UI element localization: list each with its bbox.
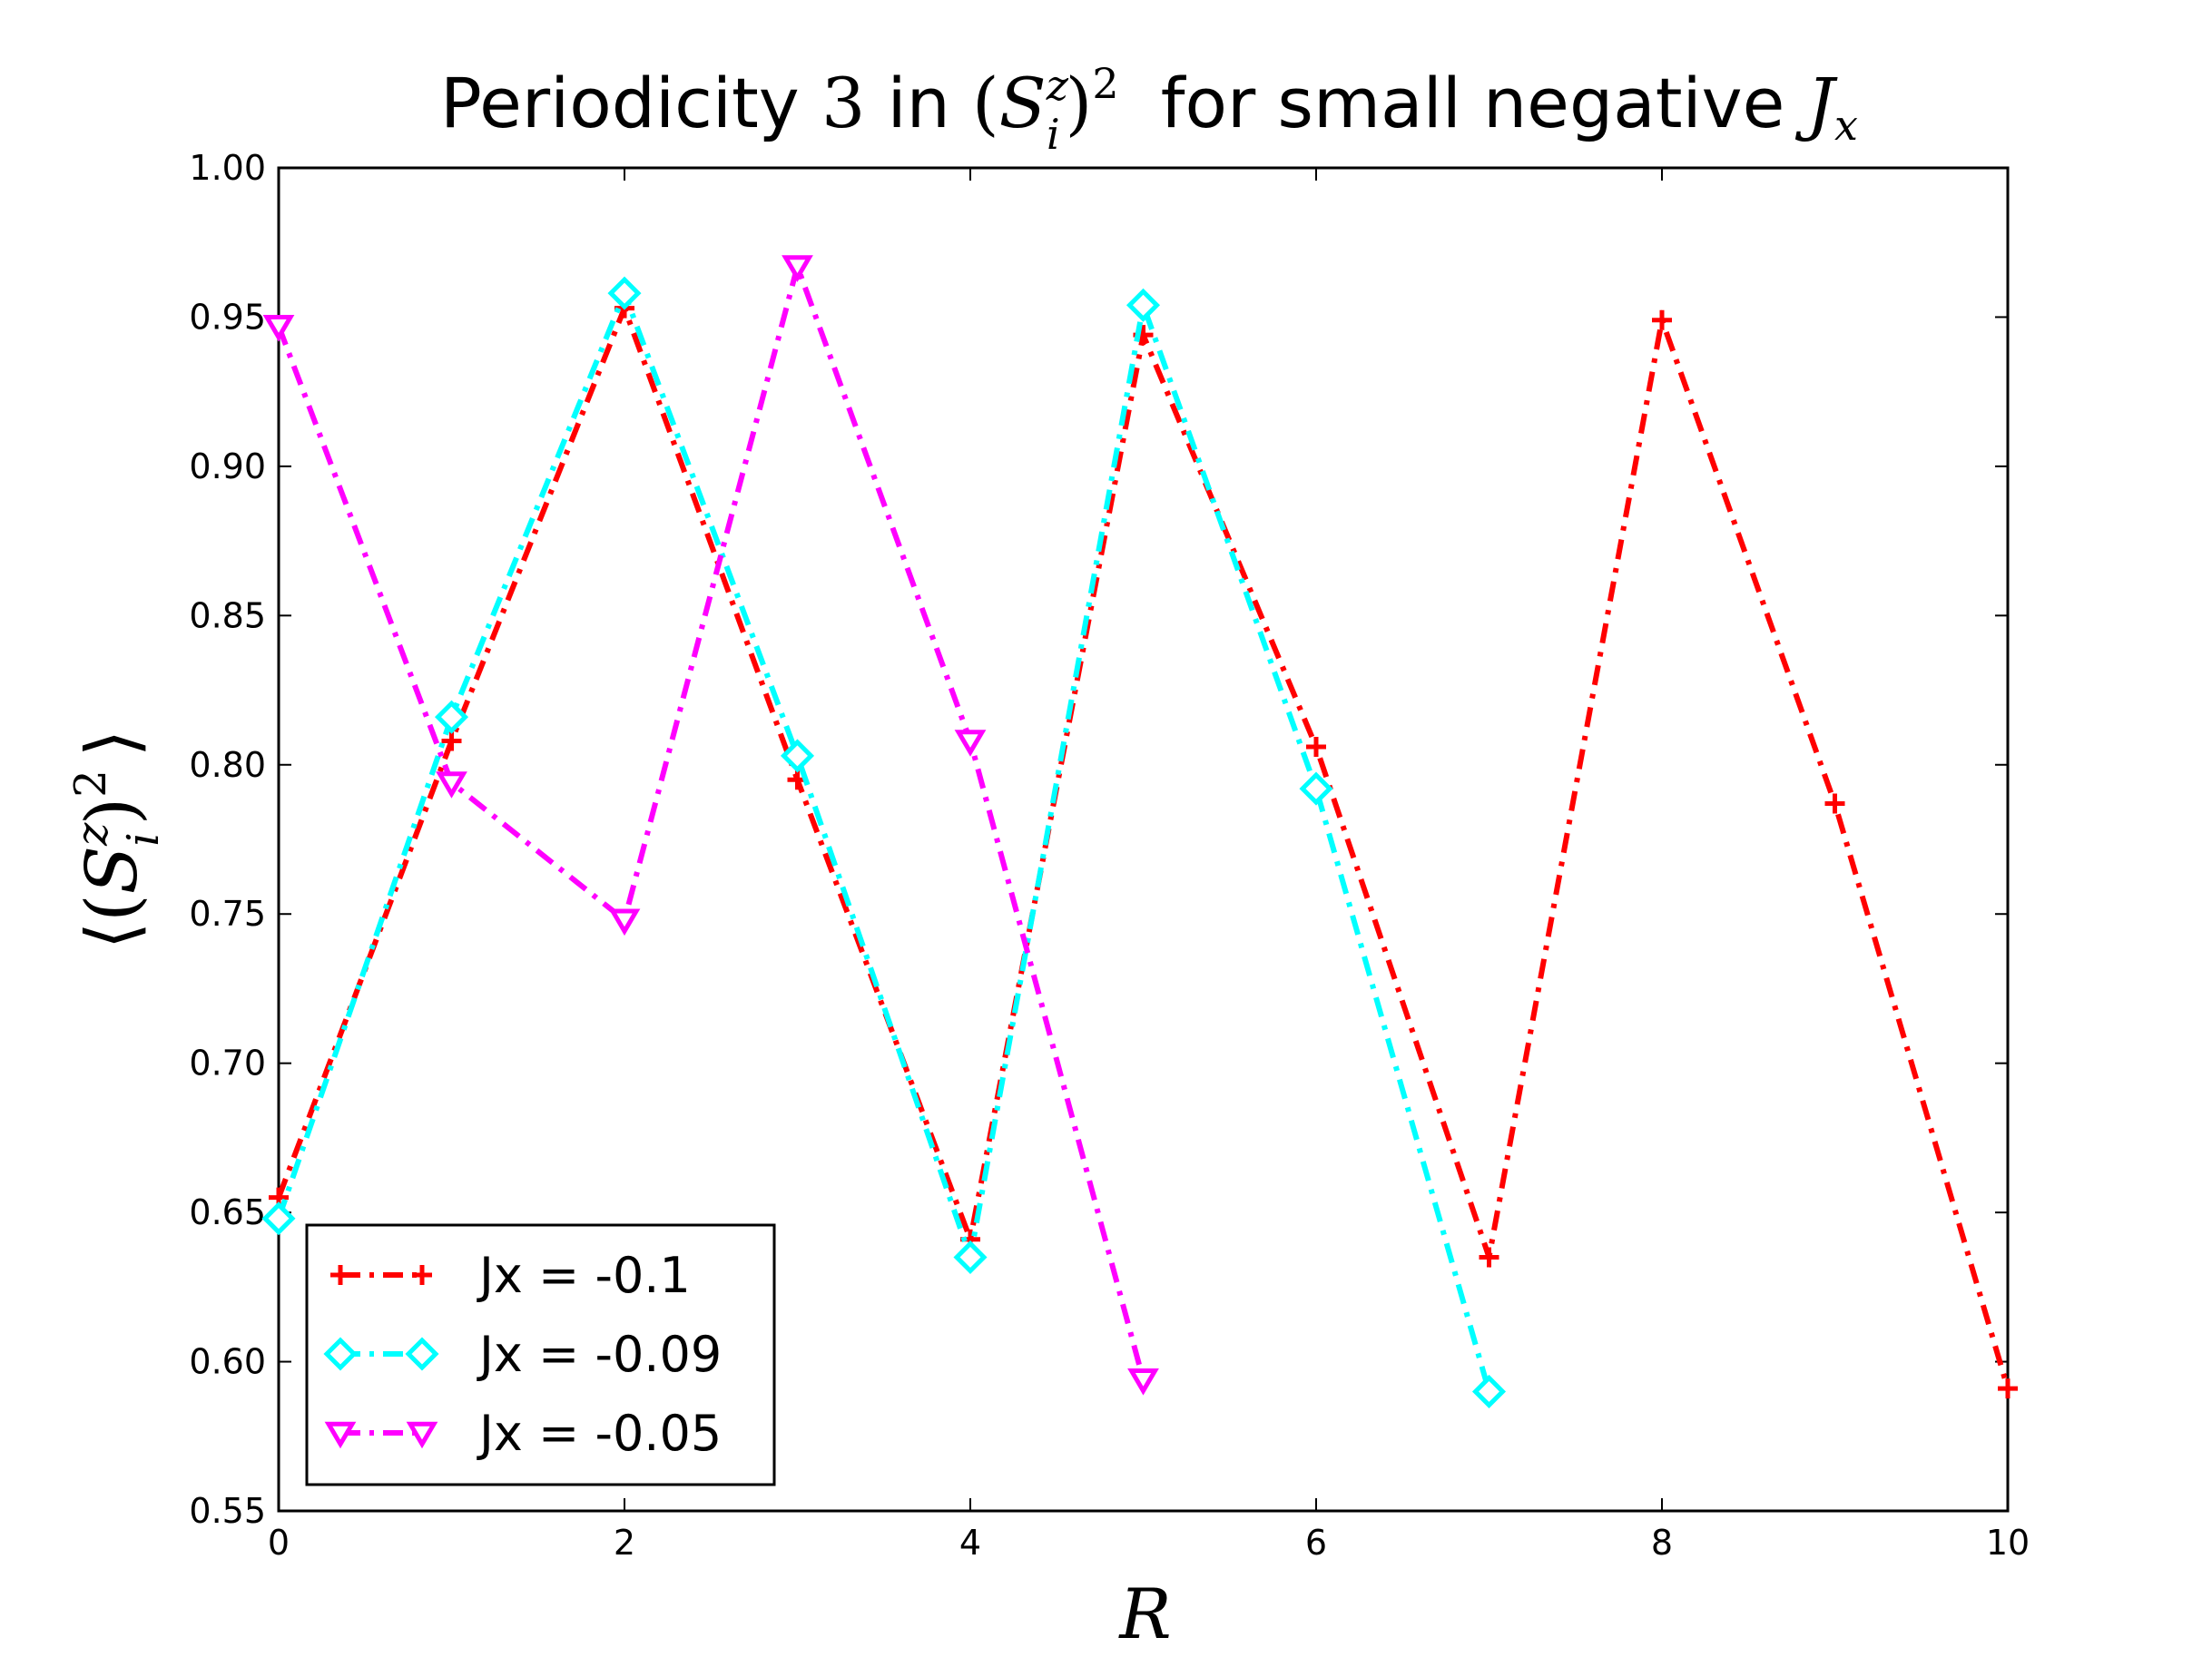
series-0-point-8 [1652, 309, 1672, 330]
title-suffix: for small negative [1161, 63, 1785, 143]
x-tick-label-5: 10 [1986, 1523, 2030, 1563]
legend-entries: Jx = -0.1 Jx = -0.09 Jx = -0.05 [323, 1247, 722, 1462]
series-0 [269, 298, 2018, 1399]
series-1-point-6 [1299, 771, 1333, 806]
legend-label-1: Jx = -0.09 [477, 1326, 722, 1383]
legend-label-0: Jx = -0.1 [477, 1247, 691, 1304]
series-2-point-4 [954, 730, 987, 757]
legend-marker-end-0 [412, 1265, 432, 1285]
series-0-point-7 [1479, 1247, 1499, 1268]
series-2 [262, 255, 1159, 1396]
y-label-open: ( [72, 894, 153, 921]
y-label-open-angle: ⟨ [72, 922, 153, 949]
y-tick-label-2: 0.65 [189, 1192, 266, 1232]
legend-marker-start-0 [330, 1265, 350, 1285]
series-2-point-2 [608, 908, 641, 936]
title-var-main: J [1795, 63, 1838, 143]
series-1-point-2 [607, 276, 642, 310]
plot-area [277, 166, 2010, 1513]
title-expr-sub: i [1047, 110, 1060, 159]
y-tick-label-0: 0.55 [189, 1491, 266, 1531]
y-tick-label-4: 0.75 [189, 894, 266, 934]
x-tick-label-3: 6 [1305, 1523, 1327, 1563]
x-tick-label-1: 2 [614, 1523, 635, 1563]
series-1-point-1 [434, 700, 469, 734]
series-0-point-6 [1306, 737, 1326, 758]
y-tick-label-1: 0.60 [189, 1342, 266, 1382]
legend-entry-0: Jx = -0.1 [330, 1247, 691, 1304]
legend-entry-1: Jx = -0.09 [323, 1326, 722, 1383]
y-label-sup: z [67, 822, 118, 847]
x-tick-label-4: 8 [1651, 1523, 1673, 1563]
y-axis-label: ⟨(Szi)2 ⟩ [65, 730, 169, 949]
y-tick-label-7: 0.90 [189, 446, 266, 486]
series-1-point-7 [1471, 1374, 1507, 1408]
y-tick-label-8: 0.95 [189, 297, 266, 337]
y-label-close: ) [72, 798, 153, 825]
legend-label-2: Jx = -0.05 [477, 1405, 722, 1462]
y-tick-label-9: 1.00 [189, 148, 266, 188]
title-mid: in [887, 63, 949, 143]
series-group [261, 255, 2018, 1408]
title-var-sub: x [1834, 101, 1858, 150]
series-line-2 [276, 257, 1146, 1381]
y-tick-label-6: 0.85 [189, 595, 266, 635]
series-line-1 [276, 285, 1492, 1393]
chart-title: Periodicity 3 in (Sz i)2 for small negati… [440, 34, 1858, 159]
series-0-point-9 [1824, 793, 1845, 814]
y-label-s: S [72, 846, 153, 894]
y-tick-label-5: 0.80 [189, 745, 266, 785]
y-label-pow: 2 [65, 770, 116, 798]
series-2-point-0 [262, 315, 295, 342]
series-0-point-1 [441, 731, 462, 751]
legend: Jx = -0.1 Jx = -0.09 Jx = -0.05 [305, 1223, 776, 1486]
legend-marker-end-1 [405, 1337, 439, 1371]
title-expr-close: ) [1066, 63, 1093, 143]
title-expr-s: S [999, 63, 1047, 143]
series-1 [261, 276, 1507, 1408]
legend-marker-start-2 [324, 1421, 357, 1449]
legend-marker-end-2 [406, 1421, 438, 1449]
title-number: 3 [821, 63, 865, 143]
series-1-point-0 [261, 1201, 296, 1236]
title-prefix: Periodicity [440, 63, 800, 143]
y-label-sub: i [118, 832, 169, 846]
series-2-point-3 [782, 255, 813, 282]
title-expr-open: ( [972, 63, 999, 143]
series-0-point-10 [1998, 1378, 2018, 1399]
series-2-point-5 [1127, 1368, 1159, 1396]
x-axis-label: R [1117, 1574, 1171, 1654]
title-expr-pow: 2 [1092, 59, 1118, 108]
legend-entry-2: Jx = -0.05 [324, 1405, 722, 1462]
series-1-point-5 [1126, 288, 1161, 322]
series-1-point-4 [953, 1240, 988, 1274]
y-tick-label-3: 0.70 [189, 1044, 266, 1084]
x-tick-label-0: 0 [268, 1523, 290, 1563]
series-1-point-3 [780, 739, 815, 773]
x-tick-label-2: 4 [959, 1523, 981, 1563]
y-label-close-angle: ⟩ [72, 730, 153, 757]
series-2-point-1 [436, 771, 467, 799]
axis-ticks: 0 2 4 6 8 10 0.55 0.60 0.65 0.70 0.75 0.80 0.85 0.90 0… [189, 148, 2030, 1563]
legend-marker-start-1 [323, 1337, 358, 1371]
title-expr-sup: z [1046, 61, 1069, 110]
